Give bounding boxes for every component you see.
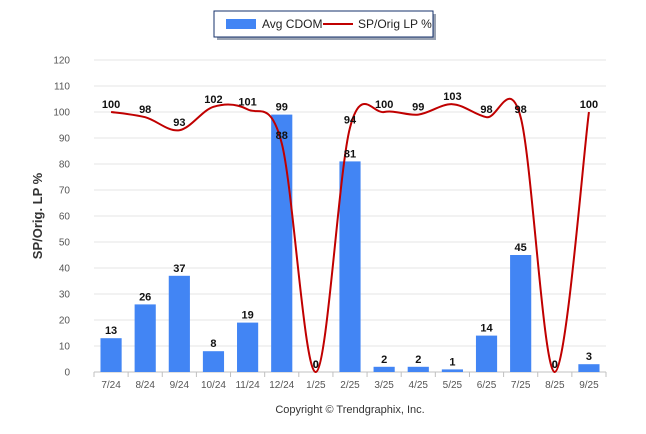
y-tick-label: 50 bbox=[59, 238, 71, 249]
bar-7-25 bbox=[510, 255, 532, 372]
line-value-label: 93 bbox=[173, 117, 185, 129]
bar-9-24 bbox=[168, 275, 190, 372]
y-tick-label: 60 bbox=[59, 212, 71, 223]
x-tick-label: 3/25 bbox=[374, 380, 394, 391]
bar-value-label: 14 bbox=[480, 323, 493, 335]
bar-value-label: 37 bbox=[173, 263, 185, 275]
line-value-label: 101 bbox=[238, 96, 256, 108]
x-tick-label: 2/25 bbox=[340, 380, 360, 391]
line-value-label: 98 bbox=[515, 104, 527, 116]
x-tick-label: 12/24 bbox=[269, 380, 294, 391]
legend-label-bar: Avg CDOM bbox=[262, 17, 322, 31]
bar-value-label: 2 bbox=[415, 354, 421, 366]
x-axis-ticks: 7/24 8/24 9/24 10/24 11/24 12/24 1/25 2/25 3/25 4… bbox=[93, 372, 607, 391]
x-tick-label: 11/24 bbox=[235, 380, 260, 391]
bar-8-24 bbox=[134, 304, 156, 372]
line-value-label: 98 bbox=[480, 104, 492, 116]
line-value-label: 98 bbox=[139, 104, 151, 116]
line-series bbox=[110, 97, 590, 374]
x-tick-label: 8/24 bbox=[135, 380, 155, 391]
x-tick-label: 7/24 bbox=[101, 380, 121, 391]
line-value-label: 0 bbox=[313, 359, 319, 371]
x-tick-label: 8/25 bbox=[545, 380, 565, 391]
bar-2-25 bbox=[339, 161, 361, 372]
bar-value-label: 2 bbox=[381, 354, 387, 366]
bar-value-label: 3 bbox=[586, 351, 592, 363]
bar-value-label: 81 bbox=[344, 148, 356, 160]
line-value-label: 94 bbox=[344, 115, 357, 127]
x-tick-label: 5/25 bbox=[443, 380, 463, 391]
line-value-label: 88 bbox=[276, 130, 288, 142]
y-tick-label: 20 bbox=[59, 316, 71, 327]
y-tick-label: 110 bbox=[54, 82, 70, 93]
bar-value-label: 0 bbox=[552, 359, 558, 371]
bar-value-label: 99 bbox=[276, 102, 288, 114]
bar-6-25 bbox=[475, 335, 498, 372]
line-value-label: 100 bbox=[580, 99, 598, 111]
line-value-label: 100 bbox=[375, 99, 393, 111]
y-tick-label: 100 bbox=[53, 108, 70, 119]
line-value-label: 0 bbox=[552, 359, 558, 371]
bar-9-25 bbox=[578, 364, 600, 372]
bar-value-label: 0 bbox=[313, 359, 319, 371]
copyright-footer: Copyright © Trendgraphix, Inc. bbox=[275, 404, 424, 416]
line-value-label: 100 bbox=[102, 99, 120, 111]
x-tick-label: 9/25 bbox=[579, 380, 599, 391]
y-tick-label: 80 bbox=[59, 160, 71, 171]
bar-7-24 bbox=[100, 338, 122, 372]
line-value-label: 99 bbox=[412, 102, 424, 114]
y-tick-label: 30 bbox=[59, 290, 71, 301]
x-tick-label: 9/24 bbox=[170, 380, 190, 391]
legend-swatch-bar bbox=[226, 19, 256, 29]
y-tick-label: 40 bbox=[59, 264, 71, 275]
y-tick-label: 10 bbox=[59, 342, 71, 353]
bar-value-label: 1 bbox=[449, 356, 455, 368]
x-tick-label: 10/24 bbox=[201, 380, 226, 391]
x-tick-label: 7/25 bbox=[511, 380, 531, 391]
bar-4-25 bbox=[407, 366, 429, 372]
bar-12-24 bbox=[271, 114, 293, 372]
legend: Avg CDOM SP/Orig LP % bbox=[213, 10, 436, 40]
bar-value-label: 8 bbox=[210, 338, 216, 350]
bar-value-label: 45 bbox=[515, 242, 527, 254]
bar-5-25 bbox=[441, 369, 463, 372]
y-tick-label: 0 bbox=[64, 368, 70, 379]
y-tick-label: 90 bbox=[59, 134, 71, 145]
bar-10-24 bbox=[202, 351, 225, 372]
legend-label-line: SP/Orig LP % bbox=[358, 17, 432, 31]
y-axis-label: SP/Orig. LP % bbox=[30, 172, 45, 259]
bar-11-24 bbox=[237, 322, 259, 372]
bar-value-label: 13 bbox=[105, 325, 117, 337]
line-value-label: 103 bbox=[443, 91, 461, 103]
x-tick-label: 6/25 bbox=[477, 380, 497, 391]
line-value-label: 102 bbox=[204, 94, 222, 106]
y-tick-label: 120 bbox=[53, 56, 70, 67]
y-axis-ticks: 0 10 20 30 40 50 60 70 80 90 100 110 120 bbox=[53, 56, 70, 379]
y-tick-label: 70 bbox=[59, 186, 71, 197]
bar-value-label: 19 bbox=[241, 310, 253, 322]
sp-orig-lp-line bbox=[110, 97, 590, 374]
bar-3-25 bbox=[373, 366, 395, 372]
x-tick-label: 4/25 bbox=[409, 380, 429, 391]
x-tick-label: 1/25 bbox=[306, 380, 326, 391]
bar-value-label: 26 bbox=[139, 291, 151, 303]
